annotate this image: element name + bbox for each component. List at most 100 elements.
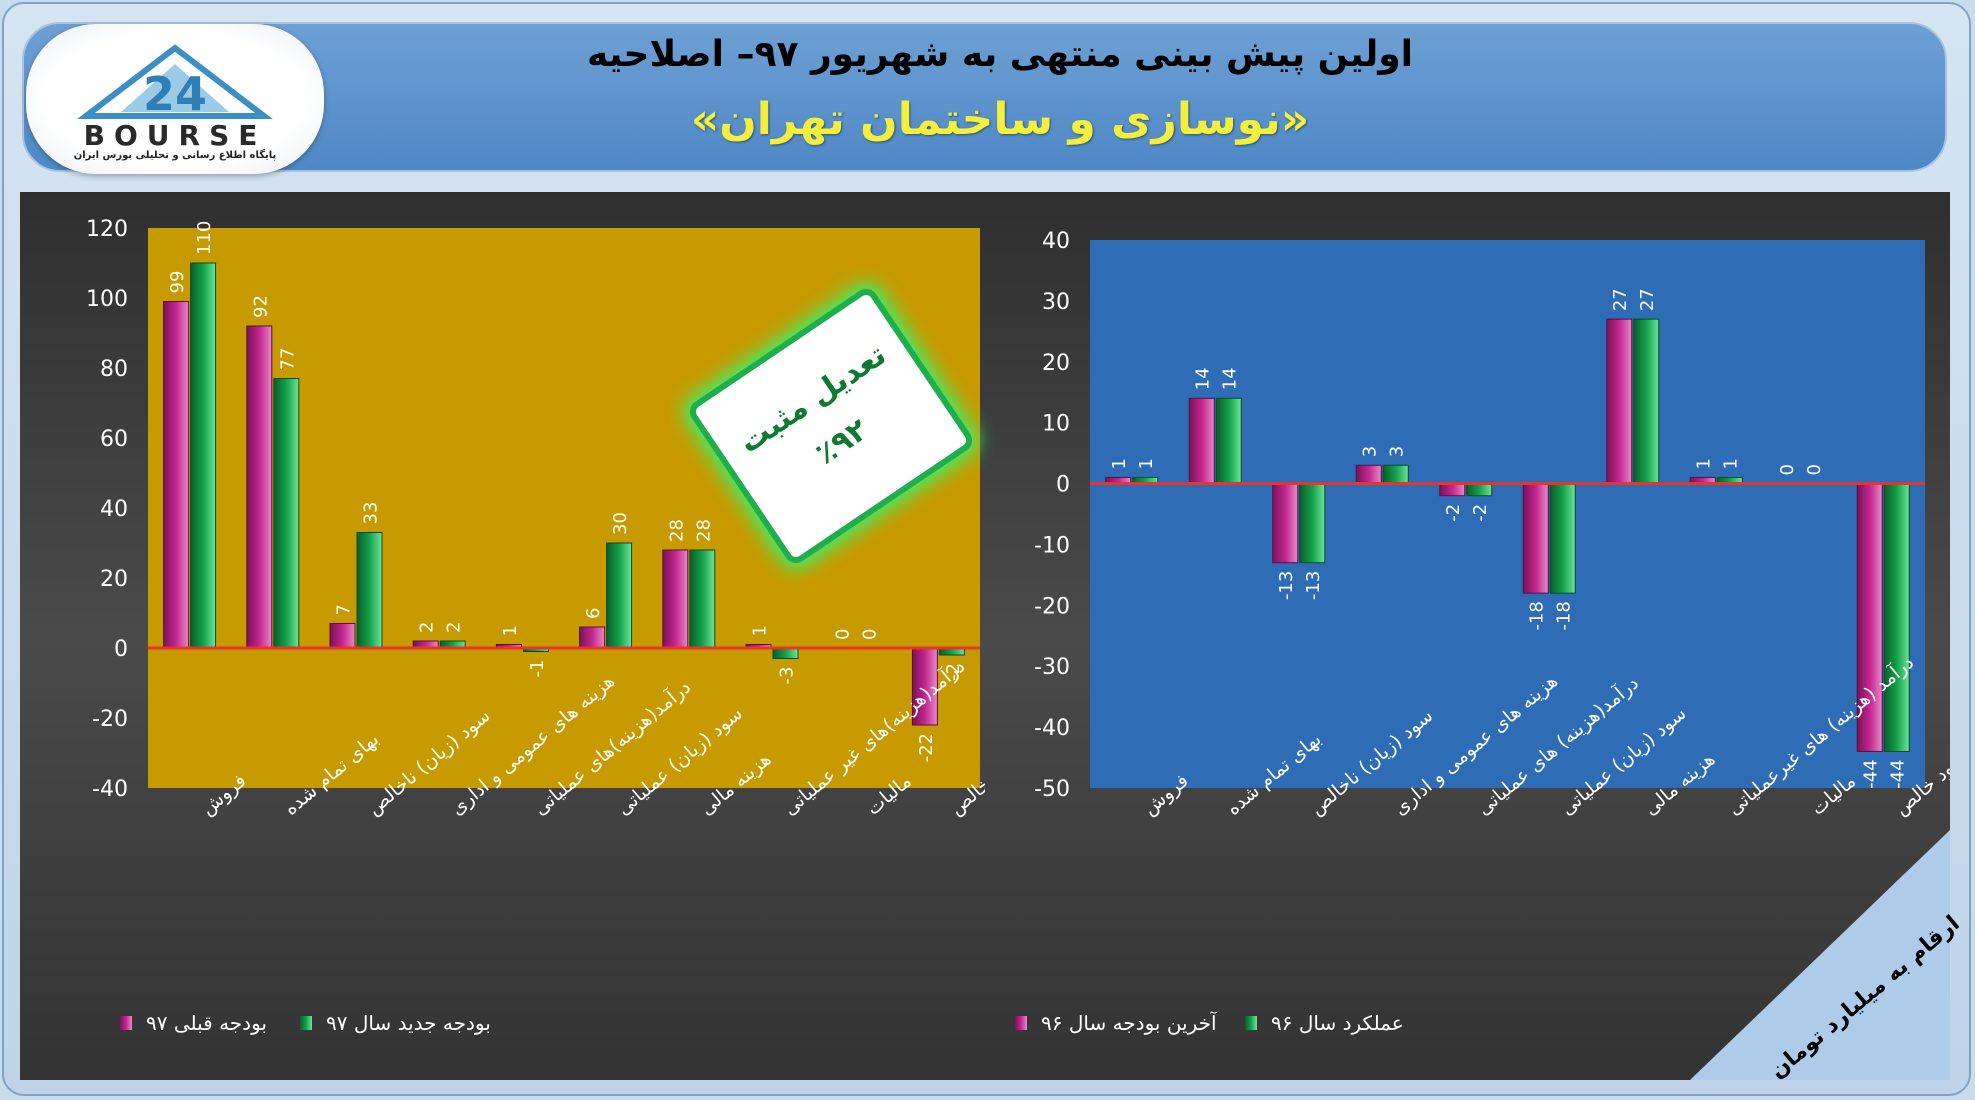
bar xyxy=(1439,483,1466,497)
y-tick-label: 10 xyxy=(1042,412,1070,437)
y-tick-label: -30 xyxy=(1034,655,1070,680)
bar xyxy=(329,623,356,649)
y-tick-label: 80 xyxy=(100,357,128,382)
data-label: 7 xyxy=(334,604,355,615)
legend-label: بودجه جدید سال ۹۷ xyxy=(326,1011,491,1035)
bar xyxy=(1215,397,1242,485)
header-banner xyxy=(22,22,1947,172)
bar xyxy=(356,532,383,649)
data-label: 110 xyxy=(194,221,215,255)
data-label: -44 xyxy=(1861,759,1882,788)
bar xyxy=(1466,483,1493,497)
unit-banner xyxy=(1690,830,1950,1080)
data-label: 1 xyxy=(1136,458,1157,469)
y-tick-label: 40 xyxy=(100,497,128,522)
data-label: 1 xyxy=(500,625,521,636)
y-tick-label: 60 xyxy=(100,427,128,452)
data-label: 2 xyxy=(417,622,438,633)
legend-label: بودجه قبلی ۹۷ xyxy=(146,1011,267,1035)
y-tick-label: -50 xyxy=(1034,777,1070,802)
legend-label: آخرین بودجه سال ۹۶ xyxy=(1041,1010,1218,1035)
bar xyxy=(662,549,689,649)
y-tick-label: 120 xyxy=(86,217,128,242)
legend-swatch xyxy=(120,1016,132,1030)
legend-swatch xyxy=(1245,1016,1257,1030)
bar xyxy=(1299,483,1326,564)
legend-swatch xyxy=(1015,1016,1027,1030)
bar xyxy=(911,647,938,726)
plot-area xyxy=(1090,240,1925,788)
bar xyxy=(1883,483,1910,752)
y-tick-label: -10 xyxy=(1034,533,1070,558)
bar xyxy=(1382,464,1409,485)
data-label: 77 xyxy=(277,348,298,371)
bar xyxy=(1549,483,1576,594)
data-label: 28 xyxy=(666,519,687,542)
data-label: -2 xyxy=(1443,504,1464,522)
data-label: 27 xyxy=(1637,288,1658,311)
bar xyxy=(1606,318,1633,485)
y-tick-label: -20 xyxy=(1034,594,1070,619)
bar xyxy=(246,325,273,649)
bar xyxy=(1633,318,1660,485)
bar xyxy=(606,542,633,649)
data-label: 1 xyxy=(1109,458,1130,469)
data-label: 6 xyxy=(583,608,604,619)
bar xyxy=(579,626,606,649)
data-label: 0 xyxy=(833,629,854,640)
y-tick-label: -40 xyxy=(1034,716,1070,741)
data-label: -3 xyxy=(777,667,798,685)
data-label: 1 xyxy=(1721,458,1742,469)
data-label: 99 xyxy=(167,271,188,294)
bar xyxy=(163,301,190,649)
company-name: «نوسازی و ساختمان تهران» xyxy=(690,94,1310,145)
data-label: 14 xyxy=(1193,367,1214,390)
data-label: 33 xyxy=(361,502,382,525)
data-label: 0 xyxy=(860,629,881,640)
data-label: -1 xyxy=(527,660,548,678)
data-label: 3 xyxy=(1387,446,1408,457)
bar xyxy=(1272,483,1299,564)
bar xyxy=(772,647,799,659)
y-tick-label: 20 xyxy=(1042,351,1070,376)
bar xyxy=(190,262,217,649)
right-chart: 403020100-10-20-30-40-50114-133-2-182710… xyxy=(1015,229,1950,1035)
bar xyxy=(273,378,300,649)
data-label: 27 xyxy=(1610,288,1631,311)
data-label: 28 xyxy=(693,519,714,542)
data-label: 92 xyxy=(250,295,271,318)
y-tick-label: 100 xyxy=(86,287,128,312)
data-label: -13 xyxy=(1276,571,1297,600)
y-tick-label: 0 xyxy=(1056,473,1070,498)
data-label: -22 xyxy=(916,733,937,762)
data-label: -44 xyxy=(1888,759,1909,788)
data-label: 0 xyxy=(1777,464,1798,475)
logo-number: 24 xyxy=(143,67,207,121)
legend-swatch xyxy=(300,1016,312,1030)
bourse24-logo: 24 BOURSE پایگاه اطلاع رسانی و تحلیلی بو… xyxy=(26,24,324,174)
data-label: -18 xyxy=(1554,601,1575,630)
y-tick-label: 20 xyxy=(100,567,128,592)
data-label: 3 xyxy=(1360,446,1381,457)
data-label: 14 xyxy=(1220,367,1241,390)
y-tick-label: 30 xyxy=(1042,290,1070,315)
bar xyxy=(689,549,716,649)
bar xyxy=(1522,483,1549,594)
data-label: 1 xyxy=(750,625,771,636)
logo-subtitle: پایگاه اطلاع رسانی و تحلیلی بورس ایران xyxy=(73,150,277,161)
y-tick-label: 0 xyxy=(114,637,128,662)
bar xyxy=(1188,397,1215,485)
page-title: اولین پیش بینی منتهی به شهریور ۹۷– اصلاح… xyxy=(587,34,1413,75)
y-tick-label: -40 xyxy=(92,777,128,802)
logo-word: BOURSE xyxy=(83,119,267,152)
legend-label: عملکرد سال ۹۶ xyxy=(1271,1011,1404,1035)
data-label: -2 xyxy=(1470,504,1491,522)
logo-mark-icon: 24 xyxy=(77,44,273,121)
bar xyxy=(1355,464,1382,485)
data-label: 0 xyxy=(1804,464,1825,475)
bar xyxy=(1856,483,1883,752)
data-label: -13 xyxy=(1303,571,1324,600)
data-label: 30 xyxy=(610,512,631,535)
data-label: -2 xyxy=(943,663,964,681)
data-label: 2 xyxy=(444,622,465,633)
